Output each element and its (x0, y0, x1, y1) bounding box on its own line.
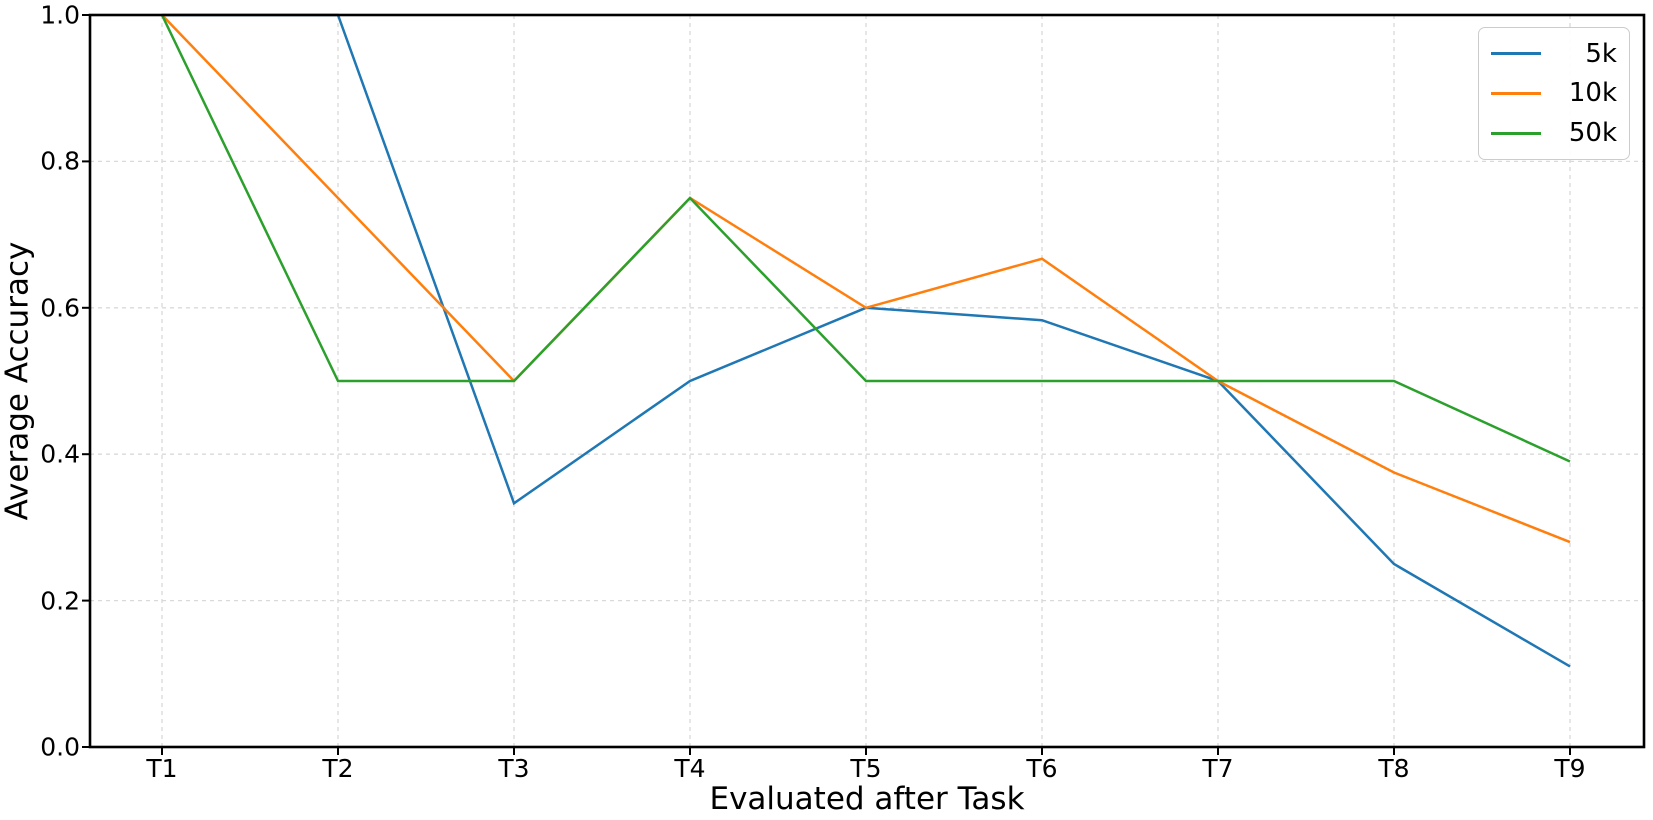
y-tick-label: 0.6 (40, 293, 80, 323)
x-tick-label: T7 (1202, 754, 1234, 783)
x-tick-label: T2 (322, 754, 354, 783)
x-tick-label: T9 (1554, 754, 1586, 783)
y-tick-label: 0.0 (40, 732, 80, 762)
x-tick-label: T3 (498, 754, 530, 783)
legend: 5k 10k 50k (1478, 27, 1630, 160)
x-tick-label: T5 (850, 754, 882, 783)
x-tick-label: T6 (1026, 754, 1058, 783)
x-tick-label: T8 (1378, 754, 1410, 783)
x-tick-label: T4 (674, 754, 706, 783)
x-axis-label: Evaluated after Task (709, 781, 1025, 817)
series-line-10k (161, 14, 1571, 544)
legend-line-sample-10k (1491, 91, 1541, 95)
legend-label-5k: 5k (1585, 38, 1617, 69)
legend-line-sample-50k (1491, 131, 1541, 135)
legend-line-sample-5k (1491, 52, 1541, 56)
y-tick-label: 1.0 (40, 0, 80, 30)
legend-item-50k: 50k (1491, 120, 1617, 146)
y-tick-label: 0.8 (40, 146, 80, 176)
y-axis-label: Average Accuracy (0, 241, 36, 521)
x-tick-label: T1 (146, 754, 178, 783)
y-tick-label: 0.2 (40, 586, 80, 616)
legend-label-50k: 50k (1568, 118, 1617, 149)
legend-item-10k: 10k (1491, 80, 1617, 106)
legend-item-5k: 5k (1491, 41, 1617, 67)
series-line-50k (160, 14, 1571, 463)
y-tick-label: 0.4 (40, 439, 80, 469)
legend-label-10k: 10k (1568, 78, 1617, 109)
